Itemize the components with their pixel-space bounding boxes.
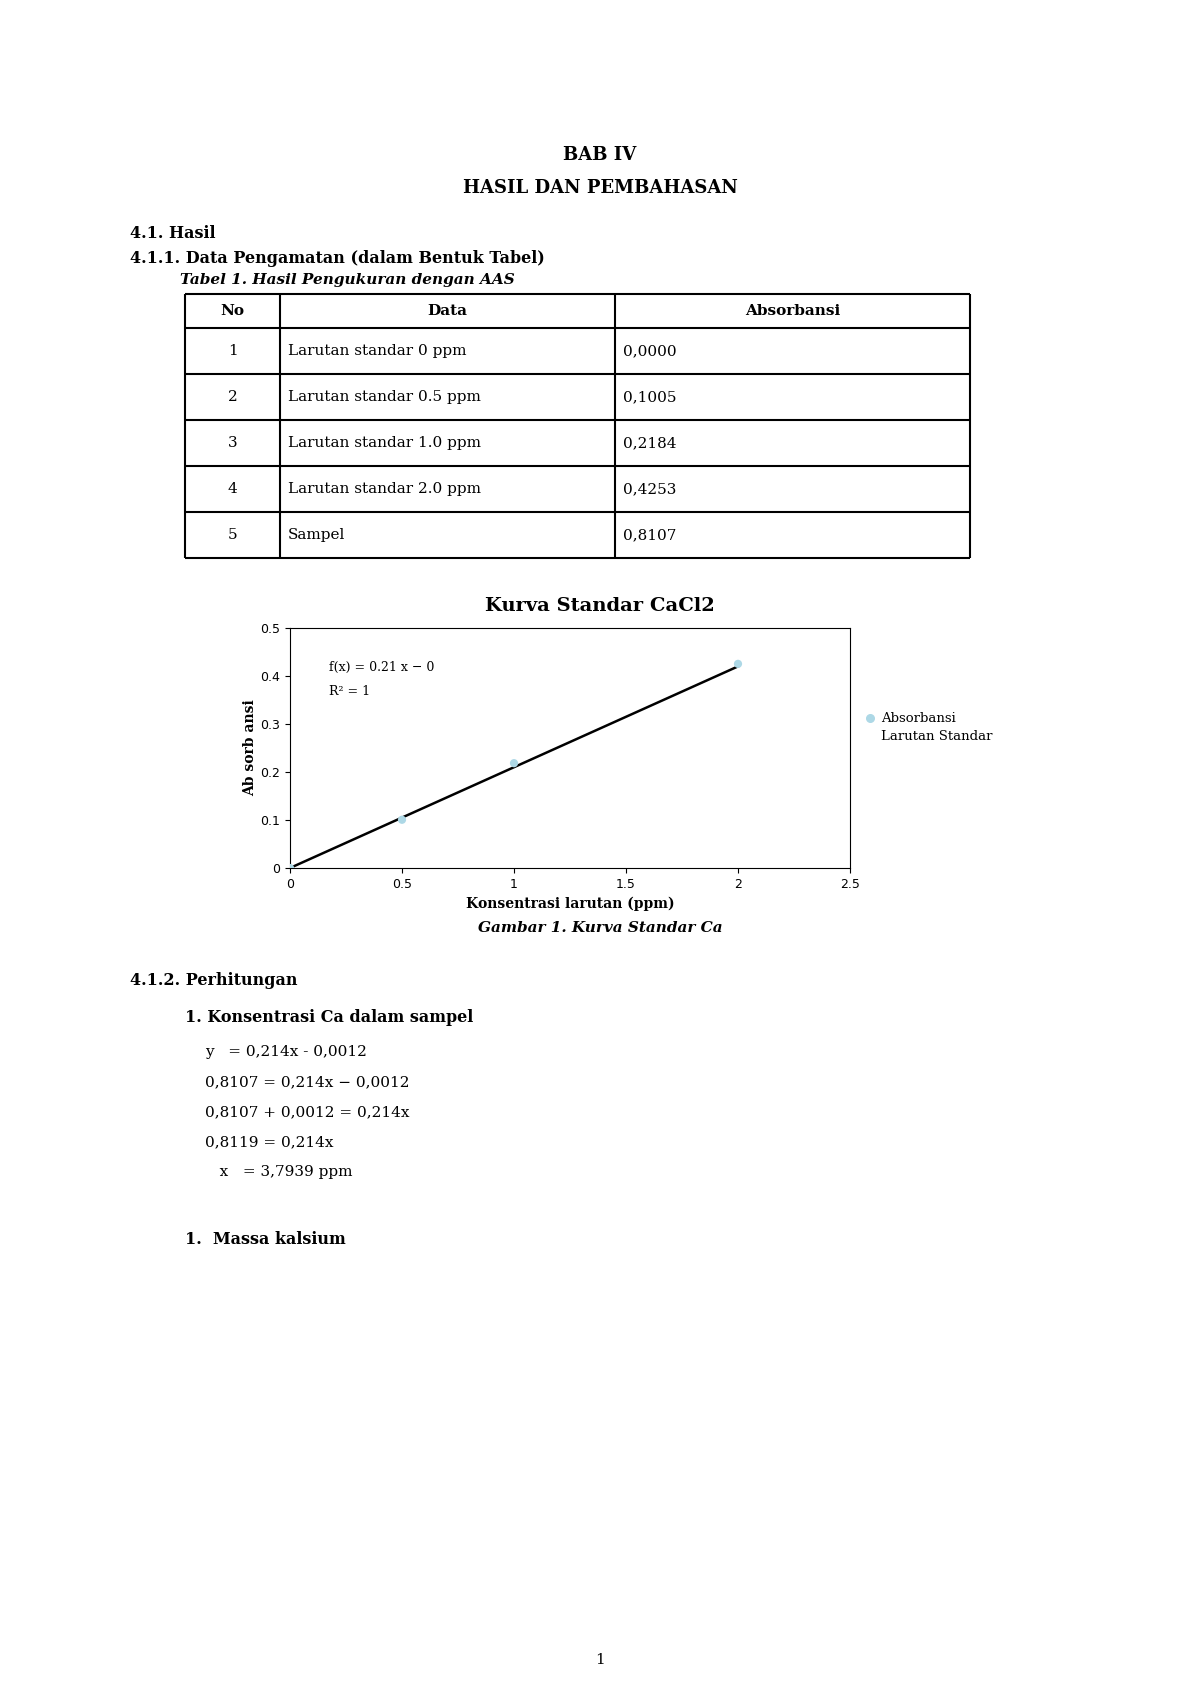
Text: Larutan standar 1.0 ppm: Larutan standar 1.0 ppm xyxy=(288,436,481,450)
Text: 3: 3 xyxy=(228,436,238,450)
Text: Gambar 1. Kurva Standar Ca: Gambar 1. Kurva Standar Ca xyxy=(478,920,722,936)
Text: Absorbansi: Absorbansi xyxy=(881,711,955,725)
Text: y   = 0,214x - 0,0012: y = 0,214x - 0,0012 xyxy=(205,1044,367,1060)
Point xyxy=(504,749,523,776)
Text: 0,2184: 0,2184 xyxy=(623,436,677,450)
Text: 4: 4 xyxy=(228,482,238,496)
Text: x   = 3,7939 ppm: x = 3,7939 ppm xyxy=(205,1165,353,1178)
Text: 1: 1 xyxy=(595,1652,605,1667)
Text: 0,8107 + 0,0012 = 0,214x: 0,8107 + 0,0012 = 0,214x xyxy=(205,1105,409,1119)
Text: BAB IV: BAB IV xyxy=(563,146,637,165)
Text: Sampel: Sampel xyxy=(288,528,346,542)
Text: 4.1. Hasil: 4.1. Hasil xyxy=(130,224,216,241)
X-axis label: Konsentrasi larutan (ppm): Konsentrasi larutan (ppm) xyxy=(466,897,674,910)
Text: 0,4253: 0,4253 xyxy=(623,482,677,496)
Text: No: No xyxy=(221,304,245,318)
Text: 2: 2 xyxy=(228,391,238,404)
Text: Larutan standar 2.0 ppm: Larutan standar 2.0 ppm xyxy=(288,482,481,496)
Text: Data: Data xyxy=(427,304,468,318)
Text: 0,8107 = 0,214x − 0,0012: 0,8107 = 0,214x − 0,0012 xyxy=(205,1075,409,1088)
Text: 4.1.1. Data Pengamatan (dalam Bentuk Tabel): 4.1.1. Data Pengamatan (dalam Bentuk Tab… xyxy=(130,250,545,267)
Text: R² = 1: R² = 1 xyxy=(329,686,371,698)
Text: 4.1.2. Perhitungan: 4.1.2. Perhitungan xyxy=(130,971,298,988)
Text: 0,0000: 0,0000 xyxy=(623,345,677,358)
Text: 5: 5 xyxy=(228,528,238,542)
Text: Absorbansi: Absorbansi xyxy=(745,304,840,318)
Point xyxy=(728,650,748,678)
Point xyxy=(281,854,300,881)
Text: 1.  Massa kalsium: 1. Massa kalsium xyxy=(185,1231,346,1248)
Text: HASIL DAN PEMBAHASAN: HASIL DAN PEMBAHASAN xyxy=(462,178,738,197)
Text: 0,8107: 0,8107 xyxy=(623,528,677,542)
Text: Tabel 1. Hasil Pengukuran dengan AAS: Tabel 1. Hasil Pengukuran dengan AAS xyxy=(180,273,515,287)
Text: 0,8119 = 0,214x: 0,8119 = 0,214x xyxy=(205,1134,334,1150)
Text: 1. Konsentrasi Ca dalam sampel: 1. Konsentrasi Ca dalam sampel xyxy=(185,1010,473,1027)
Text: Larutan Standar: Larutan Standar xyxy=(881,730,992,742)
Text: 1: 1 xyxy=(228,345,238,358)
Text: Kurva Standar CaCl2: Kurva Standar CaCl2 xyxy=(485,598,715,615)
Point xyxy=(392,807,412,834)
Point xyxy=(860,705,880,732)
Y-axis label: Ab sorb ansi: Ab sorb ansi xyxy=(244,700,258,796)
Text: Larutan standar 0.5 ppm: Larutan standar 0.5 ppm xyxy=(288,391,481,404)
Text: 0,1005: 0,1005 xyxy=(623,391,677,404)
Text: f(x) = 0.21 x − 0: f(x) = 0.21 x − 0 xyxy=(329,661,434,674)
Text: Larutan standar 0 ppm: Larutan standar 0 ppm xyxy=(288,345,467,358)
